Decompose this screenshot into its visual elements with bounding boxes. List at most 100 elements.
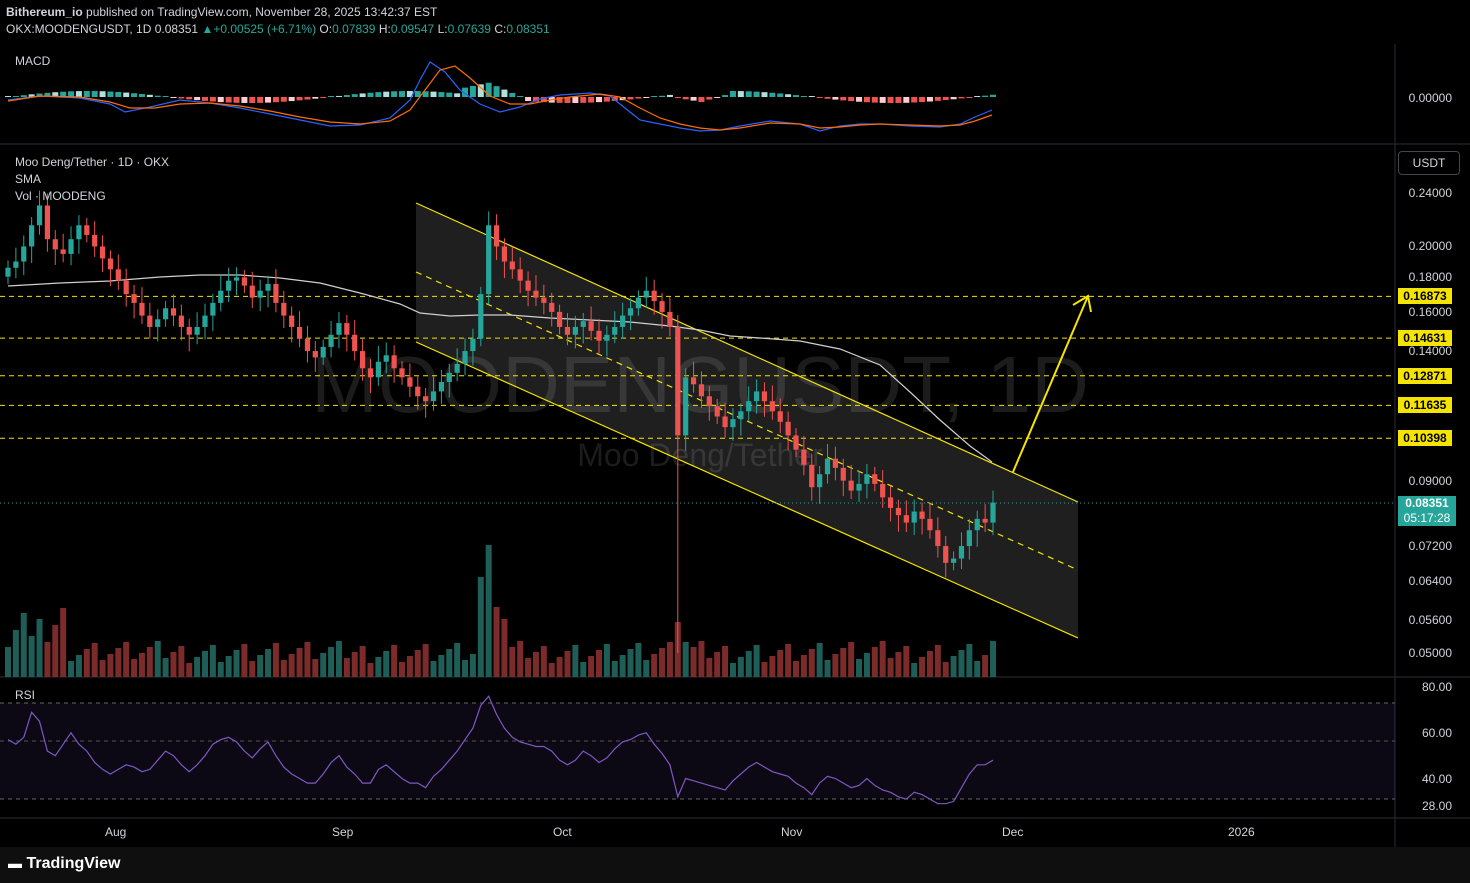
volume-label[interactable]: Vol · MOODENG: [15, 189, 106, 203]
volume-bar: [375, 657, 382, 677]
macd-bar: [44, 92, 51, 97]
publish-info: Bithereum_io published on TradingView.co…: [6, 5, 437, 19]
macd-bar: [335, 95, 342, 97]
macd-bar: [753, 91, 760, 97]
volume-bar: [887, 658, 894, 677]
volume-bar: [816, 643, 823, 677]
rsi-tick: 40.00: [1421, 771, 1452, 786]
macd-bar: [808, 96, 815, 97]
volume-bar: [107, 654, 114, 677]
macd-bar: [406, 91, 413, 97]
macd-bar: [194, 97, 201, 101]
volume-bar: [769, 656, 776, 677]
candle-body: [170, 308, 177, 316]
volume-bar: [627, 649, 634, 677]
candle-body: [517, 269, 523, 281]
candle-body: [304, 338, 311, 352]
tradingview-logo[interactable]: ▬ TradingView: [8, 855, 121, 872]
macd-label[interactable]: MACD: [15, 54, 51, 68]
candle-body: [864, 474, 870, 484]
candle-body: [832, 458, 838, 468]
level-tag: 0.11635: [1398, 397, 1452, 414]
candle-body: [754, 391, 760, 402]
candle-body: [68, 239, 74, 254]
candle-body: [399, 368, 405, 378]
macd-bar: [793, 95, 799, 97]
candle-body: [344, 323, 350, 335]
candle-body: [21, 246, 27, 262]
candle-body: [423, 396, 429, 402]
macd-bar: [52, 92, 59, 97]
candle-body: [659, 301, 665, 312]
macd-bar: [832, 97, 839, 100]
currency-selector[interactable]: USDT: [1398, 151, 1460, 175]
current-price-tag: 0.08351 05:17:28: [1398, 496, 1456, 526]
macd-bar: [856, 97, 863, 102]
volume-bar: [974, 661, 981, 677]
rsi-tick: 28.00: [1421, 799, 1452, 813]
macd-bar: [477, 84, 484, 97]
breakout-arrow[interactable]: [1012, 295, 1089, 473]
macd-bar: [517, 96, 524, 97]
candle-body: [84, 225, 90, 235]
macd-axis-value: 0.00000: [1408, 91, 1452, 105]
sma-label[interactable]: SMA: [15, 172, 42, 186]
volume-bar: [596, 650, 602, 677]
volume-bar: [926, 651, 933, 677]
price-tick: 0.07200: [1408, 539, 1452, 554]
macd-bar: [217, 97, 224, 103]
publisher-name[interactable]: Bithereum_io: [6, 5, 83, 19]
volume-bar: [288, 654, 295, 677]
volume-bar: [391, 645, 398, 677]
macd-bar: [729, 91, 736, 97]
candle-body: [202, 315, 208, 327]
channel-lower-line[interactable]: [415, 341, 1079, 639]
candle-body: [107, 258, 114, 270]
volume-bar: [146, 647, 153, 677]
price-tick: 0.14000: [1408, 344, 1452, 359]
volume-bar: [225, 656, 232, 677]
volume-bar: [564, 651, 571, 677]
candle-body: [966, 530, 972, 547]
candle-body: [643, 290, 649, 298]
close-value: 0.08351: [506, 22, 550, 36]
high-value: 0.09547: [390, 22, 435, 36]
candle-body: [667, 311, 673, 327]
macd-bar: [454, 93, 461, 97]
volume-bar: [722, 646, 729, 677]
macd-bar: [280, 97, 287, 102]
macd-bar: [674, 97, 681, 99]
volume-bar: [209, 645, 216, 677]
macd-bar: [532, 97, 539, 102]
candle-body: [927, 518, 933, 531]
volume-bar: [588, 656, 595, 677]
macd-bar: [682, 97, 689, 100]
sma-line: [7, 274, 993, 463]
candle-body: [360, 351, 366, 369]
candle-body: [131, 294, 137, 303]
macd-bar: [225, 97, 232, 103]
volume-bar: [517, 641, 524, 677]
macd-bar: [919, 97, 926, 103]
low-value: 0.07639: [447, 22, 491, 36]
macd-bar: [12, 96, 19, 97]
candle-body: [194, 326, 200, 335]
candle-body: [470, 338, 476, 352]
descending-channel[interactable]: [416, 203, 1078, 638]
macd-bar: [288, 97, 295, 102]
macd-bar: [391, 91, 398, 97]
volume-bar: [698, 641, 705, 677]
macd-bar: [722, 95, 729, 97]
time-tick: Nov: [781, 825, 803, 839]
macd-bar: [241, 97, 248, 103]
channel-upper-line[interactable]: [415, 202, 1079, 503]
candlesticks: [5, 190, 996, 653]
candle-body: [824, 458, 831, 475]
macd-bar: [840, 97, 847, 101]
volume-bar: [525, 658, 532, 677]
rsi-label[interactable]: RSI: [15, 688, 36, 702]
candle-body: [738, 411, 744, 420]
candle-body: [249, 285, 255, 298]
symbol-name: OKX:MOODENGUSDT, 1D: [6, 22, 152, 36]
chart-canvas[interactable]: MOODENGUSDT, 1D Moo Deng/Tether: [0, 0, 1470, 847]
